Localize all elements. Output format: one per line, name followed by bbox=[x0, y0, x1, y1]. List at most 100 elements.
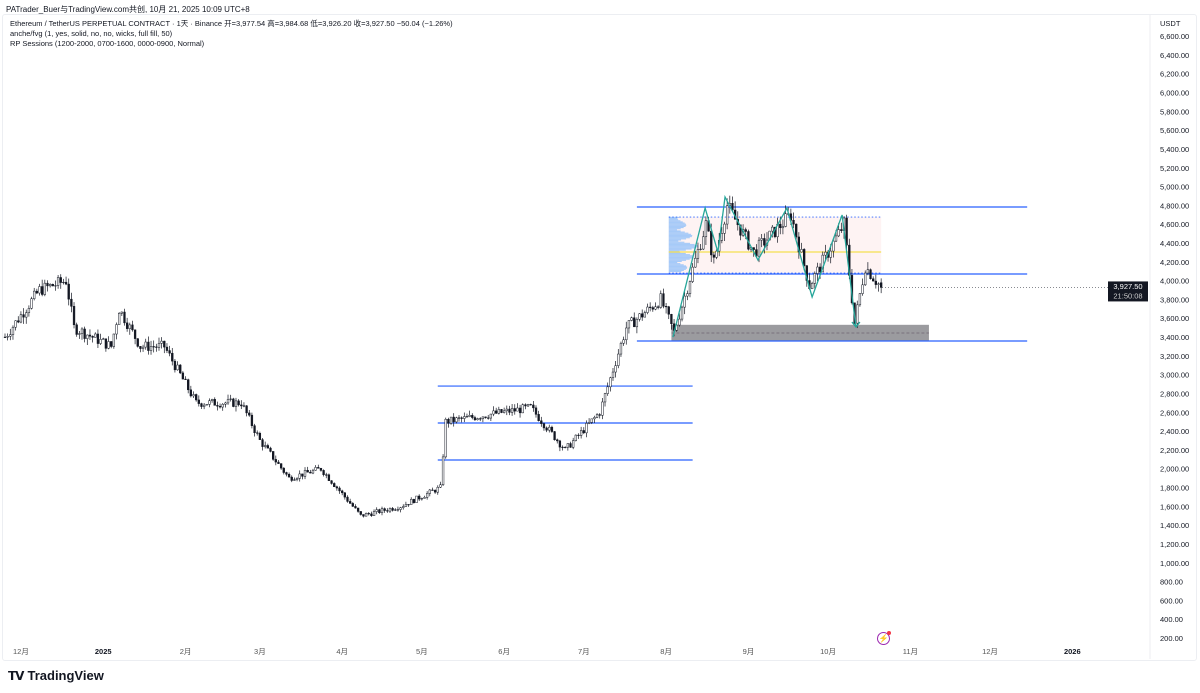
price-axis[interactable]: 6,600.00 6,400.00 6,200.00 6,000.00 5,800.00… bbox=[1160, 32, 1189, 643]
candle bbox=[526, 403, 530, 408]
candle bbox=[11, 325, 15, 340]
candle-body bbox=[11, 326, 15, 335]
candle bbox=[160, 337, 163, 349]
price-tick: 6,400.00 bbox=[1160, 51, 1189, 60]
volume-profile-bar bbox=[668, 223, 686, 225]
candle-body bbox=[649, 306, 652, 308]
candle-body bbox=[601, 401, 604, 416]
candle bbox=[279, 463, 283, 470]
candle-body bbox=[67, 283, 70, 300]
candle-body bbox=[487, 417, 490, 419]
candle-body bbox=[420, 498, 423, 500]
candle-body bbox=[659, 293, 662, 308]
symbol-ohlc[interactable]: Ethereum / TetherUS PERPETUAL CONTRACT ·… bbox=[10, 19, 453, 28]
candle bbox=[633, 312, 636, 328]
candle bbox=[56, 275, 60, 289]
candle bbox=[540, 416, 543, 427]
candle bbox=[678, 313, 681, 327]
candle-body bbox=[582, 430, 585, 434]
price-tick: 800.00 bbox=[1160, 578, 1183, 587]
candle bbox=[19, 311, 23, 324]
candle bbox=[407, 504, 410, 507]
candle-body bbox=[264, 445, 267, 447]
flash-icon[interactable]: ⚡ bbox=[877, 631, 891, 645]
candle bbox=[102, 337, 105, 340]
candle-body bbox=[627, 320, 631, 329]
candle-body bbox=[261, 439, 264, 447]
candle bbox=[609, 376, 612, 392]
candle-body bbox=[173, 360, 177, 371]
candle bbox=[9, 328, 12, 341]
candle bbox=[210, 398, 214, 403]
candle-body bbox=[810, 283, 814, 289]
candle bbox=[638, 313, 641, 322]
candle bbox=[399, 506, 402, 513]
candle-body bbox=[606, 386, 609, 394]
candle bbox=[125, 317, 129, 332]
tradingview-logo[interactable]: 𝗧𝗩 TradingView bbox=[8, 668, 104, 683]
tradingview-logo-icon: 𝗧𝗩 bbox=[8, 668, 25, 683]
candle bbox=[455, 416, 458, 424]
candle-body bbox=[526, 404, 530, 407]
candle-body bbox=[110, 341, 113, 347]
candle bbox=[858, 293, 862, 307]
candle-body bbox=[715, 250, 718, 258]
candle-body bbox=[218, 405, 222, 408]
candle-body bbox=[192, 394, 195, 397]
price-tick: 1,000.00 bbox=[1160, 559, 1189, 568]
candle bbox=[48, 283, 52, 288]
candle-body bbox=[197, 399, 200, 404]
candle bbox=[184, 376, 187, 380]
candle bbox=[110, 341, 113, 349]
zigzag-line bbox=[672, 194, 857, 338]
candle bbox=[208, 398, 211, 408]
time-tick: 2025 bbox=[95, 647, 112, 656]
candle bbox=[537, 410, 540, 422]
candle bbox=[386, 508, 389, 513]
chart-legend: Ethereum / TetherUS PERPETUAL CONTRACT ·… bbox=[10, 19, 453, 49]
candle bbox=[410, 497, 413, 505]
candle bbox=[712, 251, 716, 264]
candle-body bbox=[83, 328, 86, 339]
candle bbox=[688, 280, 692, 298]
volume-profile-bar bbox=[668, 230, 681, 232]
candle-body bbox=[433, 490, 437, 493]
candle-body bbox=[309, 471, 312, 474]
price-tick: 5,600.00 bbox=[1160, 126, 1189, 135]
candle bbox=[643, 310, 647, 318]
candle-body bbox=[670, 314, 673, 324]
indicator-sessions[interactable]: RP Sessions (1200-2000, 0700-1600, 0000-… bbox=[10, 39, 205, 48]
candle-body bbox=[739, 224, 742, 236]
time-axis[interactable]: 12月 2025 2月 3月 4月 5月 6月 7月 8月 9月 10月 11月 12月 2026 bbox=[13, 647, 1081, 656]
candle-body bbox=[364, 513, 368, 517]
volume-profile-bar bbox=[668, 260, 682, 262]
candle-body bbox=[274, 459, 277, 463]
candle bbox=[630, 316, 633, 322]
candle-body bbox=[585, 423, 588, 434]
candle bbox=[229, 394, 232, 402]
price-tick: 2,200.00 bbox=[1160, 446, 1189, 455]
candle bbox=[662, 288, 665, 309]
candle-body bbox=[359, 511, 362, 515]
candle bbox=[702, 230, 705, 251]
candle-body bbox=[872, 278, 875, 282]
candle-body bbox=[415, 495, 418, 503]
candle-body bbox=[484, 416, 487, 419]
candle bbox=[78, 331, 81, 339]
candle-body bbox=[41, 286, 44, 295]
candle bbox=[139, 346, 142, 353]
candle-body bbox=[269, 447, 272, 452]
candle bbox=[542, 422, 546, 431]
candle-body bbox=[513, 408, 516, 412]
candle bbox=[481, 416, 485, 423]
candle-body bbox=[686, 293, 689, 297]
candle bbox=[118, 312, 121, 325]
candle bbox=[14, 320, 17, 331]
indicator-fvg[interactable]: anche/fvg (1, yes, solid, no, no, wicks,… bbox=[10, 29, 173, 38]
candle bbox=[333, 482, 336, 488]
candle-body bbox=[38, 286, 41, 294]
candle bbox=[468, 410, 471, 418]
volume-profile-bar bbox=[668, 247, 697, 249]
candle-body bbox=[540, 420, 543, 424]
